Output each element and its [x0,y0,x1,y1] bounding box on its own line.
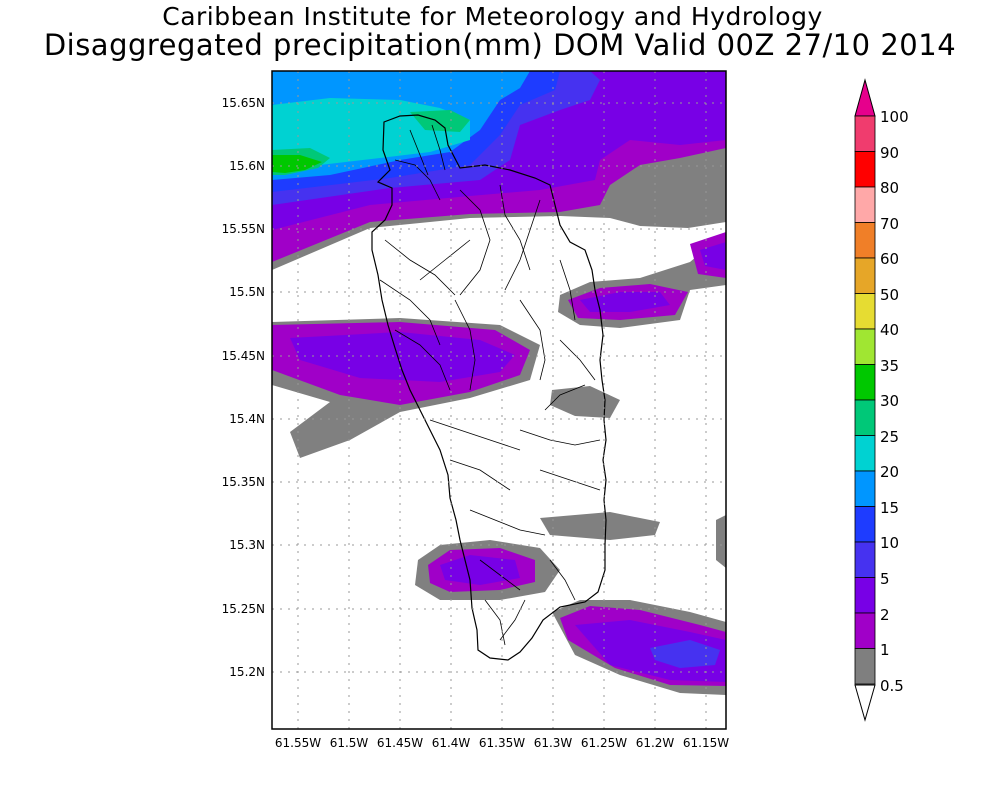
legend-level-label: 2 [880,606,890,624]
legend-swatch [854,612,876,649]
legend-level-label: 25 [880,428,899,446]
legend-level-label: 1 [880,641,890,659]
legend-swatch [854,293,876,330]
longitude-axis: 61.55W 61.5W 61.45W 61.4W 61.35W 61.3W 6… [275,736,729,750]
lat-tick-label: 15.35N [222,475,265,489]
lat-tick-label: 15.4N [229,412,265,426]
legend-swatch [854,577,876,614]
precipitation-field [272,71,726,695]
legend-swatch [854,399,876,436]
lat-tick-label: 15.2N [229,665,265,679]
legend-level-label: 35 [880,357,899,375]
latitude-axis: 15.65N 15.6N 15.55N 15.5N 15.45N 15.4N 1… [222,96,265,679]
lon-tick-label: 61.45W [377,736,423,750]
legend-swatches [854,115,876,685]
map-frame [271,70,727,730]
color-legend: 100 90 80 70 60 50 40 35 30 25 20 15 10 … [854,78,909,722]
lat-tick-label: 15.25N [222,602,265,616]
lon-tick-label: 61.5W [330,736,369,750]
lat-tick-label: 15.6N [229,159,265,173]
legend-swatch [854,222,876,259]
legend-swatch [854,186,876,223]
legend-level-label: 20 [880,463,899,481]
legend-swatch [854,151,876,188]
legend-swatch [854,257,876,294]
legend-level-label: 80 [880,179,899,197]
lon-tick-label: 61.25W [581,736,627,750]
lat-tick-label: 15.45N [222,349,265,363]
lat-tick-label: 15.55N [222,222,265,236]
lat-tick-label: 15.3N [229,538,265,552]
legend-swatch [854,115,876,152]
lon-tick-label: 61.3W [534,736,573,750]
legend-level-label: 15 [880,499,899,517]
legend-level-label: 0.5 [880,677,904,695]
legend-swatch [854,648,876,685]
legend-level-label: 70 [880,215,899,233]
legend-level-label: 5 [880,570,890,588]
legend-level-label: 100 [880,108,909,126]
dominica-island [371,114,607,661]
legend-level-label: 30 [880,392,899,410]
legend-level-label: 10 [880,534,899,552]
legend-bottom-cap [854,684,876,722]
legend-top-cap [854,78,876,117]
lon-tick-label: 61.35W [479,736,525,750]
lon-tick-label: 61.15W [683,736,729,750]
lon-tick-label: 61.55W [275,736,321,750]
lon-tick-label: 61.4W [432,736,471,750]
lon-tick-label: 61.2W [636,736,675,750]
legend-swatch [854,435,876,472]
legend-swatch [854,328,876,365]
legend-level-label: 50 [880,286,899,304]
legend-labels: 100 90 80 70 60 50 40 35 30 25 20 15 10 … [880,108,909,695]
legend-swatch [854,541,876,578]
legend-level-label: 90 [880,144,899,162]
legend-level-label: 60 [880,250,899,268]
lat-tick-label: 15.65N [222,96,265,110]
lat-tick-label: 15.5N [229,285,265,299]
legend-swatch [854,364,876,401]
product-title: Disaggregated precipitation(mm) DOM Vali… [43,28,957,62]
map-grid [272,71,726,729]
legend-swatch [854,506,876,543]
legend-level-label: 40 [880,321,899,339]
legend-swatch [854,470,876,507]
institute-title: Caribbean Institute for Meteorology and … [162,2,823,31]
